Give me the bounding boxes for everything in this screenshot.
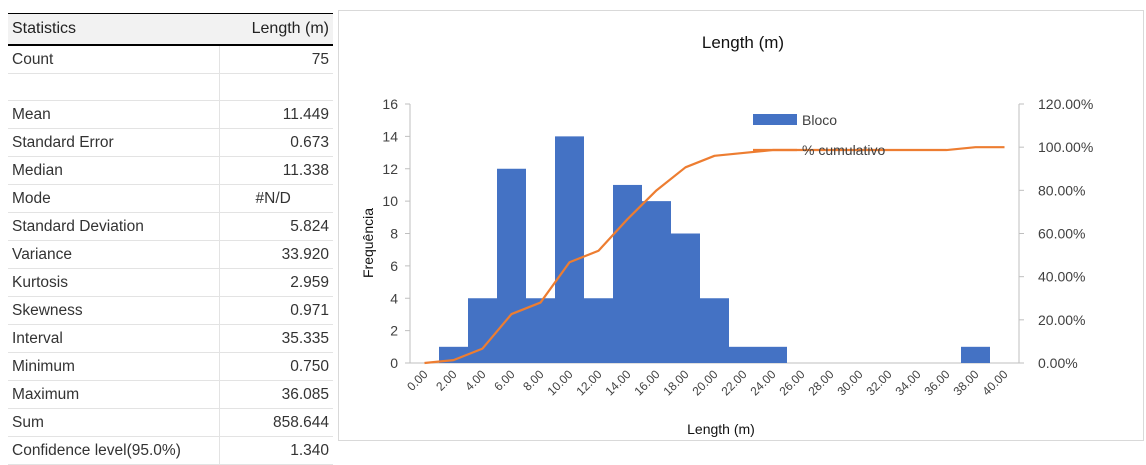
histogram-bar [497,168,526,363]
stat-value: 858.644 [218,408,333,437]
stat-value: 36.085 [218,380,333,409]
stats-row-interval: Interval 35.335 [8,324,333,353]
stat-value: 11.449 [218,100,333,129]
legend-label-bloco: Bloco [802,112,837,128]
y2-tick-label: 20.00% [1038,312,1085,328]
stat-label: Mean [8,100,219,129]
stat-label: Standard Deviation [8,212,219,241]
stat-label: Kurtosis [8,268,219,297]
stats-header-value: Length (m) [219,13,333,46]
stat-value: 75 [218,45,333,74]
y-tick-label: 4 [390,290,398,306]
y2-tick-label: 100.00% [1038,139,1093,155]
y-axis-label: Frequência [360,208,376,278]
histogram-bar [961,346,990,363]
x-axis-label: Length (m) [687,421,755,437]
stat-label: Mode [8,184,219,213]
stats-row-maximum: Maximum 36.085 [8,380,333,409]
y-tick-label: 8 [390,226,398,242]
stat-value: 35.335 [218,324,333,353]
histogram-bar [584,298,613,363]
stats-header-label: Statistics [8,13,219,46]
stat-value: 33.920 [218,240,333,269]
stats-row-count: Count 75 [8,45,333,74]
cumulative-percent-line [424,146,1005,365]
stats-row-variance: Variance 33.920 [8,240,333,269]
stat-value: 2.959 [218,268,333,297]
legend-label-cumulative: % cumulativo [802,142,885,158]
stat-label: Sum [8,408,219,437]
chart-border [338,10,1144,441]
stat-label: Median [8,156,219,185]
y-tick-label: 12 [382,161,398,177]
y-tick-label: 16 [382,96,398,112]
stat-value: #N/D [218,184,333,213]
stats-row-mode: Mode #N/D [8,184,333,213]
stats-row-minimum: Minimum 0.750 [8,352,333,381]
stats-row-sum: Sum 858.644 [8,408,333,437]
stat-label [8,73,219,101]
stats-row-standard-error: Standard Error 0.673 [8,128,333,157]
stat-label: Variance [8,240,219,269]
stat-value: 0.971 [218,296,333,325]
histogram-chart: Length (m) Frequência Length (m) 0 2 4 6 8 10… [338,10,1144,441]
stat-label: Standard Error [8,128,219,157]
y2-tick-label: 120.00% [1038,96,1093,112]
histogram-chart-area: Length (m) Frequência Length (m) 0 2 4 6 8 10… [338,10,1144,441]
stats-row-mean: Mean 11.449 [8,100,333,129]
stats-row-kurtosis: Kurtosis 2.959 [8,268,333,297]
legend-swatch-bloco [753,114,797,125]
stat-label: Minimum [8,352,219,381]
histogram-bar [526,298,555,363]
histogram-bar [555,136,584,363]
y2-tick-label: 80.00% [1038,182,1085,198]
histogram-bar [700,298,729,363]
stat-label: Count [8,45,219,74]
stats-row-skewness: Skewness 0.971 [8,296,333,325]
y-tick-label: 6 [390,258,398,274]
y2-tick-label: 60.00% [1038,226,1085,242]
stat-value: 0.673 [218,128,333,157]
chart-title: Length (m) [702,33,784,52]
histogram-bar [758,346,787,363]
stats-row-standard-deviation: Standard Deviation 5.824 [8,212,333,241]
histogram-bar [439,346,468,363]
stat-label: Skewness [8,296,219,325]
y-tick-label: 0 [390,355,398,371]
stat-value: 11.338 [218,156,333,185]
y2-tick-label: 40.00% [1038,269,1085,285]
histogram-bar [642,201,671,363]
stats-header-row: Statistics Length (m) [8,13,333,46]
histogram-bar [613,184,642,363]
stat-value [218,73,333,101]
y2-tick-label: 0.00% [1038,355,1078,371]
stat-value: 0.750 [218,352,333,381]
histogram-bar [729,346,758,363]
stat-label: Interval [8,324,219,353]
stat-label: Maximum [8,380,219,409]
statistics-table: Statistics Length (m) Count 75 Mean 11.4… [8,13,333,465]
y-tick-label: 10 [382,193,398,209]
stats-row-median: Median 11.338 [8,156,333,185]
stats-spacer-row [8,73,333,101]
histogram-bar [671,233,700,363]
y-tick-label: 2 [390,323,398,339]
y-tick-label: 14 [382,128,398,144]
stat-value: 5.824 [218,212,333,241]
